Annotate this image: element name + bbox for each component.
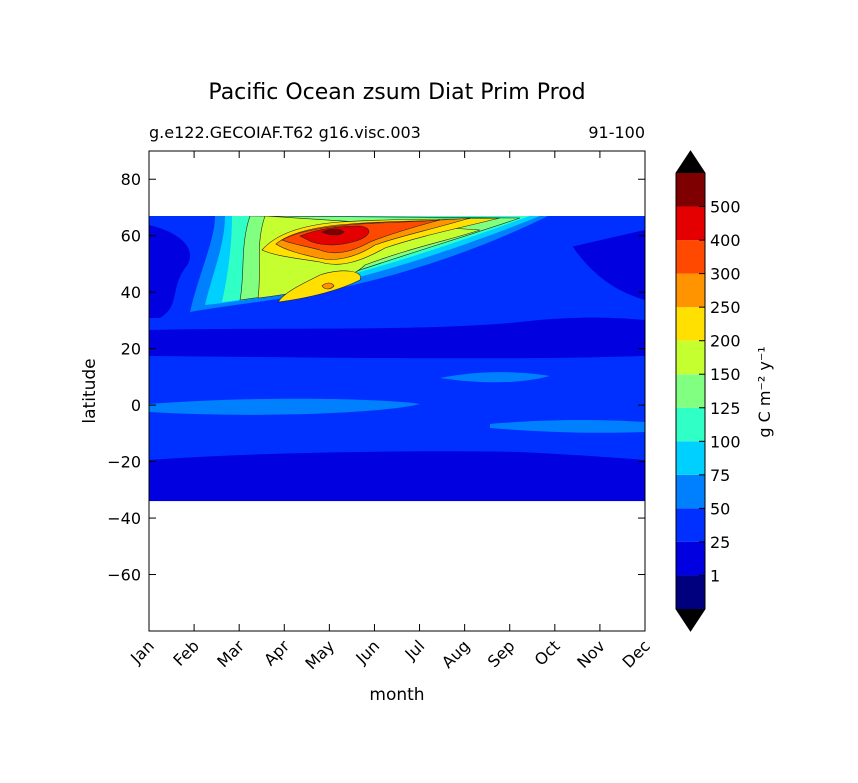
filled-contours (149, 215, 645, 502)
colorbar-tick-label: 75 (710, 466, 730, 485)
colorbar-segment (676, 240, 705, 274)
contour-nw-low (149, 225, 191, 318)
colorbar-tick-label: 25 (710, 533, 730, 552)
x-tick-label: Jan (126, 636, 158, 668)
colorbar-tick-label: 50 (710, 499, 730, 518)
colorbar-extend-min (676, 609, 705, 631)
colorbar-extend-max (676, 151, 705, 173)
contour-equator (149, 398, 420, 415)
chart-title: Pacific Ocean zsum Diat Prim Prod (208, 80, 585, 105)
colorbar-tick-label: 1 (710, 566, 720, 585)
x-tick-label: Dec (618, 636, 653, 671)
contour-10n (440, 372, 550, 383)
x-tick-label: Oct (531, 636, 564, 669)
x-tick-label: Aug (438, 636, 474, 672)
colorbar-segment (676, 508, 705, 542)
colorbar-segment (676, 541, 705, 576)
colorbar-segment (676, 307, 705, 341)
contour-l11 (299, 225, 370, 246)
colorbar-segment (676, 441, 705, 475)
x-tick-label: Feb (169, 636, 202, 669)
plot-area (148, 150, 646, 632)
contour-peak (321, 228, 345, 236)
y-axis: 80 60 40 20 0 −20 −40 −60 (107, 170, 645, 585)
colorbar-tick-label: 500 (710, 198, 741, 217)
y-axis-label: latitude (80, 358, 100, 423)
chart-subtitle-right: 91-100 (588, 123, 645, 142)
y-tick-label: 40 (121, 283, 141, 302)
plot-frame (148, 150, 646, 632)
colorbar-tick-label: 250 (710, 298, 741, 317)
colorbar-tick-label: 150 (710, 365, 741, 384)
colorbar-tick-label: 300 (710, 265, 741, 284)
chart-subtitle-left: g.e122.GECOIAF.T62 g16.visc.003 (149, 123, 421, 142)
colorbar-segment (676, 474, 705, 509)
colorbar-tick-label: 100 (710, 432, 741, 451)
colorbar-tick-label: 400 (710, 231, 741, 250)
colorbar-segment (676, 407, 705, 442)
colorbar-segment (676, 206, 705, 241)
x-tick-label: Nov (573, 636, 609, 672)
x-axis-label: month (369, 685, 424, 705)
contour-l2 (160, 215, 645, 320)
colorbar-label: g C m⁻² y⁻¹ (755, 346, 774, 437)
x-tick-label: Jun (351, 636, 383, 668)
x-tick-label: Mar (213, 636, 248, 671)
contour-south-edge (149, 485, 645, 502)
colorbar-tick-label: 125 (710, 399, 741, 418)
contour-10s (490, 420, 645, 433)
contour-ntrop-low (149, 317, 645, 359)
contour-l8a (277, 270, 361, 303)
colorbar-tick-label: 200 (710, 332, 741, 351)
colorbar-segment (676, 173, 705, 207)
y-tick-label: −20 (107, 453, 141, 472)
colorbar-frame (675, 150, 706, 632)
x-tick-label: Apr (260, 636, 293, 669)
y-tick-label: 80 (121, 170, 141, 189)
x-tick-label: Jul (401, 636, 429, 664)
colorbar-segment (676, 273, 705, 308)
colorbar-segment (676, 374, 705, 408)
y-tick-label: 0 (131, 396, 141, 415)
y-tick-label: −40 (107, 509, 141, 528)
y-tick-label: −60 (107, 566, 141, 585)
contour-spot (321, 282, 335, 290)
colorbar-segment (676, 575, 705, 609)
x-tick-label: May (301, 636, 338, 673)
y-tick-label: 20 (121, 340, 141, 359)
y-tick-label: 60 (121, 227, 141, 246)
colorbar-segment (676, 340, 705, 375)
x-tick-label: Sep (484, 636, 519, 671)
